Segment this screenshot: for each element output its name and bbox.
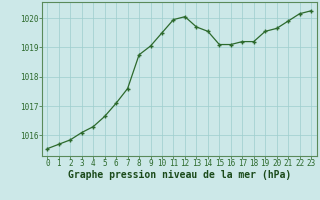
X-axis label: Graphe pression niveau de la mer (hPa): Graphe pression niveau de la mer (hPa) bbox=[68, 170, 291, 180]
